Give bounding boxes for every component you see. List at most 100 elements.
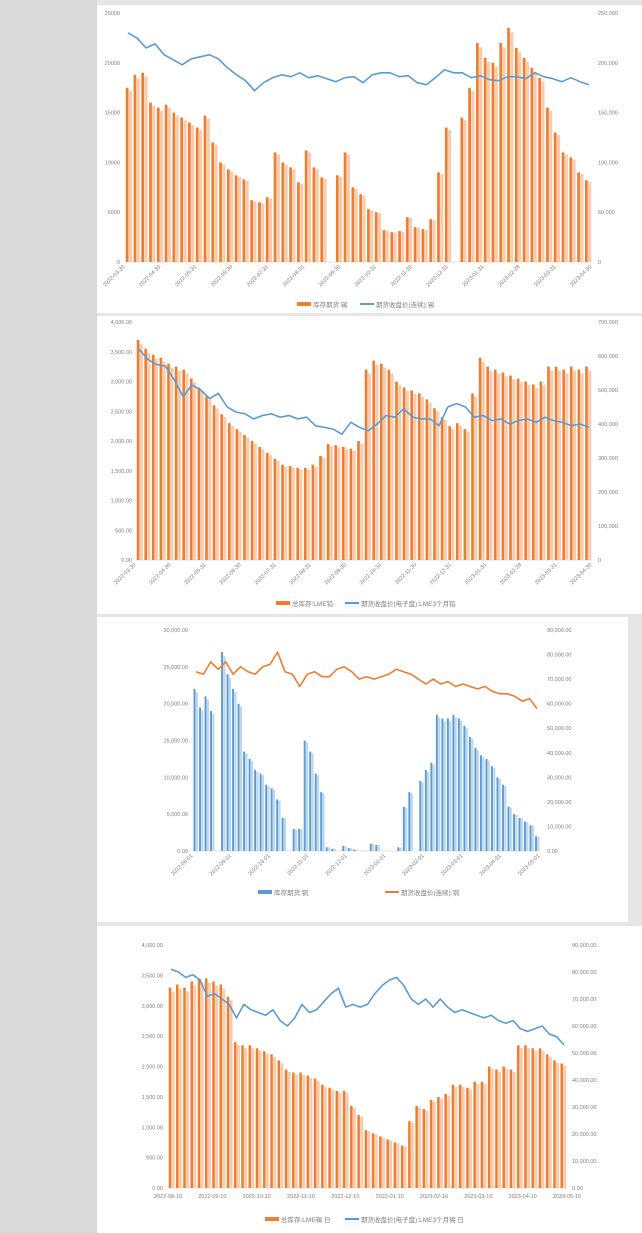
bar [538,77,542,263]
bar [212,713,215,851]
y-left-tick-label: 15,000.00 [164,739,188,745]
bar [493,767,496,851]
y-right-tick-label: 50,000.00 [547,726,571,732]
bar [307,469,311,560]
bar [261,449,265,560]
bar [408,792,411,851]
bar [374,1134,378,1188]
bar [341,446,345,560]
bar [159,357,163,560]
bar [200,982,204,1188]
bar [496,777,499,851]
y-left-tick-label: 2,000.00 [111,439,132,445]
y-right-tick-label: 80,000.00 [547,653,571,659]
bar [432,1101,436,1188]
bar [276,154,280,262]
x-tick-label: 2022-10-31 [359,562,383,586]
bar [444,1093,447,1188]
bar [315,169,319,262]
x-tick-label: 2022-12-01 [324,853,348,877]
chart-panel-3 [97,617,628,922]
bar [212,405,216,560]
bar [535,387,539,560]
bar [298,828,301,851]
bar [203,115,207,262]
bar [512,1071,516,1188]
bar [573,370,577,560]
y-right-tick-label: 40,000.00 [547,751,571,757]
bar [410,390,414,560]
bar [306,1075,310,1188]
bar [554,366,558,560]
bar [425,1110,429,1188]
bar [343,152,347,262]
bar [326,443,330,560]
y-left-tick-label: 1,500.00 [111,469,132,475]
bar [429,1099,433,1188]
bar [248,1045,252,1188]
bar [432,764,435,851]
bar [189,378,193,560]
x-tick-label: 2023-01-31 [462,264,486,288]
bar [299,1072,302,1188]
bar [425,399,429,560]
bar [193,382,197,560]
bar [245,753,248,851]
bar [437,172,440,262]
bar [424,229,428,262]
bar [438,717,441,851]
bar [246,437,250,560]
bar [206,699,209,851]
y-left-tick-label: 4,000.00 [111,320,132,326]
bar [483,57,487,262]
bar [199,707,201,851]
bar [234,175,238,262]
bar [364,1130,368,1188]
bar [226,169,230,262]
bar [531,384,535,560]
bar [241,1045,244,1188]
bar [471,739,474,851]
bar [299,469,303,560]
bar [251,1048,255,1188]
bar [259,773,262,851]
bar [331,848,334,851]
bar [584,180,588,262]
x-tick-label: 2023-03-31 [534,562,558,586]
bar [369,843,372,851]
bar [322,793,325,851]
bar [188,122,191,262]
bar [167,107,171,262]
x-tick-label: 2022-07-31 [254,562,278,586]
bar [542,385,546,560]
bar [311,464,315,560]
price-line [127,32,590,92]
bar [212,981,215,1188]
x-tick-label: 2022-06-30 [210,264,234,288]
y-right-tick-label: 200,000 [598,61,618,67]
bar [498,1071,501,1188]
bar [191,125,195,262]
bar [144,76,148,262]
bar [510,32,514,262]
bar [550,370,554,560]
bar [160,110,164,262]
bar [487,1066,491,1188]
bar [454,1086,458,1188]
bar [235,429,239,560]
bar [502,1066,505,1188]
bar [226,996,230,1188]
bar [564,154,568,262]
x-tick-label: 2022-08-01 [170,853,194,877]
bar [253,201,257,262]
y-right-tick-label: 100,000 [598,524,618,530]
x-tick-label: 2022-09-01 [209,853,233,877]
y-right-tick-label: 60,000.00 [572,1024,596,1030]
y-left-tick-label: 2,000.00 [142,1065,163,1071]
bar [170,367,174,560]
bar [585,366,588,560]
bar [491,62,495,262]
y-left-tick-label: 1,500.00 [142,1095,163,1101]
bar [504,376,508,560]
bar [504,786,507,851]
